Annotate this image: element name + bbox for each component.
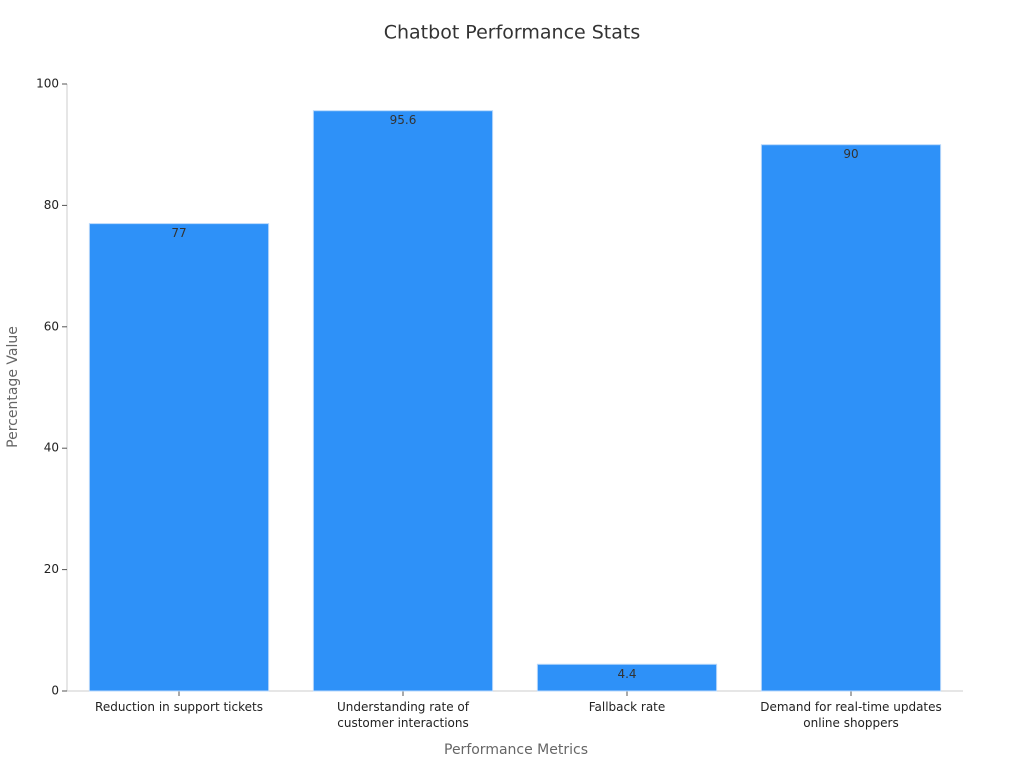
data-label: 90 (843, 147, 858, 161)
data-label: 95.6 (390, 113, 417, 127)
x-tick-label: Fallback rate (588, 700, 666, 714)
x-axis-label: Performance Metrics (444, 742, 588, 758)
bar (536, 663, 718, 692)
x-tick-label: Demand for real-time updates online shop… (760, 700, 942, 730)
y-tick-label: 80 (44, 198, 59, 212)
bar (312, 110, 494, 692)
y-tick-label: 100 (36, 77, 59, 91)
y-tick-label: 0 (51, 684, 59, 698)
x-tick-label: Understanding rate of customer interacti… (337, 700, 469, 730)
y-tick-label: 60 (44, 319, 59, 333)
y-axis-label: Percentage Value (5, 326, 21, 448)
bar (760, 144, 942, 692)
chart-title: Chatbot Performance Stats (384, 22, 641, 44)
y-tick-label: 40 (44, 441, 59, 455)
data-label: 4.4 (617, 667, 636, 681)
x-tick-label: Reduction in support tickets (95, 700, 263, 714)
y-tick-label: 20 (44, 562, 59, 576)
data-label: 77 (171, 226, 186, 240)
bar (88, 223, 270, 692)
